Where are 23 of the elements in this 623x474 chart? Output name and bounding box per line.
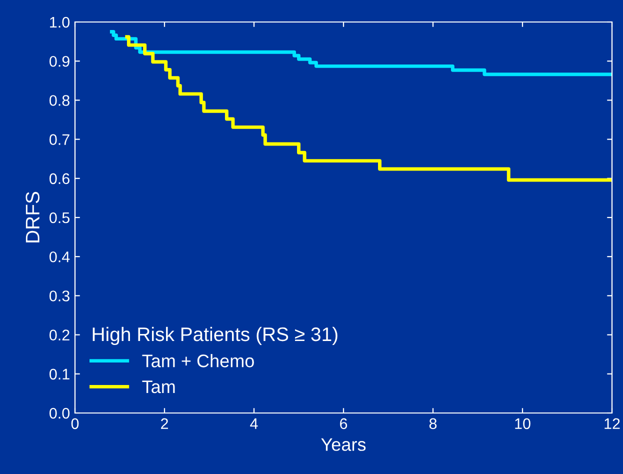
y-tick-label: 0.6 [50,173,70,184]
x-tick-label: 0 [71,418,79,430]
y-tick-label: 0.4 [50,251,70,262]
x-tick-label: 2 [161,418,168,429]
y-tick-label: 0.9 [50,56,70,67]
y-tick-label: 0.1 [50,368,70,380]
x-tick-label: 12 [604,418,620,429]
x-tick-label: 6 [340,418,348,430]
x-tick-label: 8 [429,418,437,430]
y-tick-label: 0.8 [50,95,70,106]
x-tick-label: 4 [250,418,258,429]
x-axis-title: Years [321,438,366,451]
y-tick-label: 0.2 [50,330,70,340]
legend-label: Tam + Chemo [142,354,254,368]
x-tick-label: 10 [515,418,530,430]
y-tick-label: 1.0 [50,16,70,28]
y-tick-label: 0.7 [50,134,70,145]
legend-label: Tam [142,380,175,394]
y-axis-title: DRFS [26,192,40,242]
y-tick-label: 0.0 [50,408,70,419]
y-tick-label: 0.3 [50,290,70,302]
legend-title: High Risk Patients (RS ≥ 31) [92,326,338,346]
y-tick-label: 0.5 [50,212,70,224]
